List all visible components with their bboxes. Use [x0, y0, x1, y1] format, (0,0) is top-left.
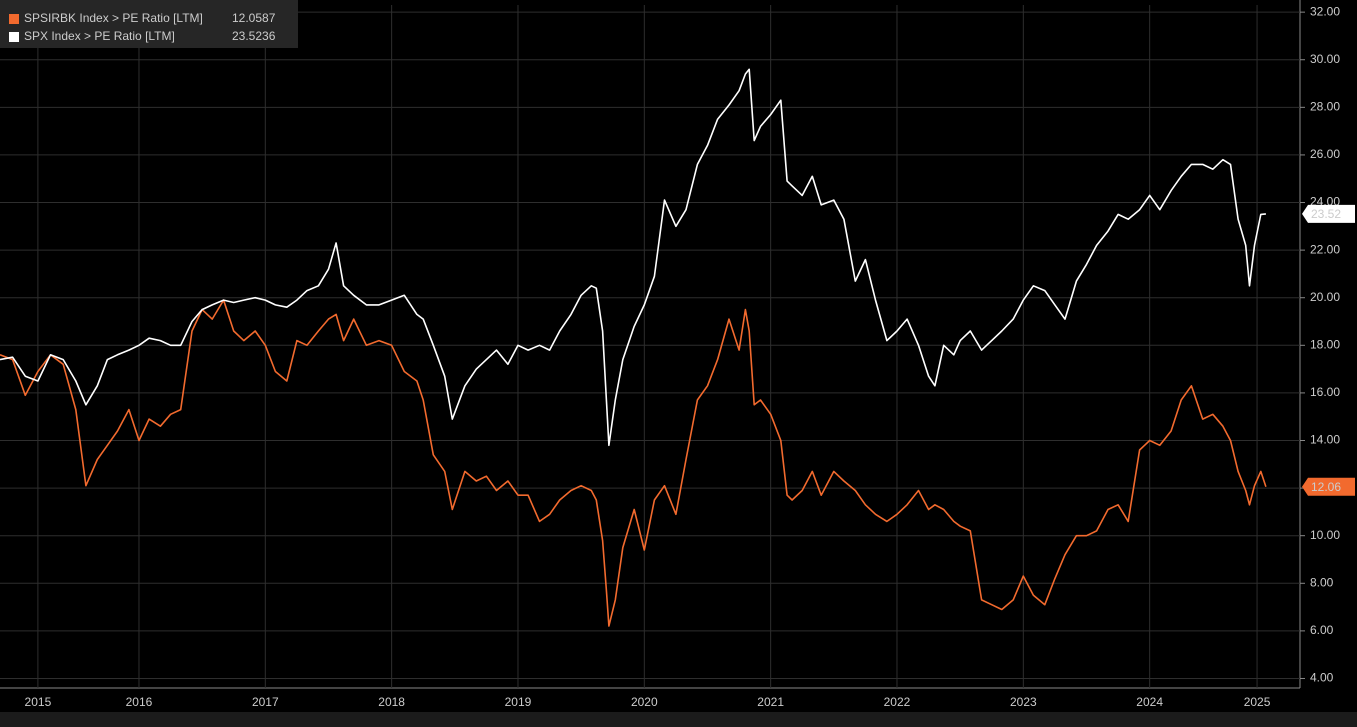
x-tick-label: 2017 [252, 695, 279, 709]
y-tick-label: 28.00 [1310, 100, 1340, 114]
legend-label: SPX Index > PE Ratio [LTM] [24, 29, 175, 43]
y-tick-label: 26.00 [1310, 147, 1340, 161]
series-line [0, 299, 1267, 627]
last-value-label: 23.52 [1311, 207, 1341, 221]
x-tick-label: 2019 [505, 695, 532, 709]
legend-swatch [9, 14, 19, 24]
y-tick-label: 6.00 [1310, 623, 1334, 637]
y-tick-label: 10.00 [1310, 528, 1340, 542]
x-tick-label: 2025 [1244, 695, 1271, 709]
last-value-label: 12.06 [1311, 480, 1341, 494]
last-value-tag [1302, 477, 1355, 496]
x-tick-label: 2022 [884, 695, 911, 709]
y-tick-label: 20.00 [1310, 290, 1340, 304]
y-tick-label: 30.00 [1310, 52, 1340, 66]
x-tick-label: 2024 [1136, 695, 1163, 709]
footer-bar [0, 712, 1357, 727]
y-tick-label: 14.00 [1310, 433, 1340, 447]
y-tick-label: 4.00 [1310, 671, 1334, 685]
y-tick-label: 16.00 [1310, 385, 1340, 399]
legend-label: SPSIRBK Index > PE Ratio [LTM] [24, 11, 203, 25]
y-tick-label: 22.00 [1310, 242, 1340, 256]
legend-box [0, 0, 298, 48]
y-tick-label: 8.00 [1310, 575, 1334, 589]
y-tick-label: 32.00 [1310, 4, 1340, 18]
legend-value: 12.0587 [232, 11, 276, 25]
legend-swatch [9, 32, 19, 42]
series-line [0, 68, 1266, 447]
x-tick-label: 2018 [378, 695, 405, 709]
x-tick-label: 2015 [25, 695, 52, 709]
y-tick-label: 18.00 [1310, 337, 1340, 351]
x-tick-label: 2020 [631, 695, 658, 709]
x-tick-label: 2016 [126, 695, 153, 709]
legend: SPSIRBK Index > PE Ratio [LTM] 12.0587 SPX… [0, 0, 298, 48]
legend-value: 23.5236 [232, 29, 276, 43]
x-tick-label: 2023 [1010, 695, 1037, 709]
x-tick-label: 2021 [757, 695, 784, 709]
last-value-tag [1302, 204, 1355, 223]
